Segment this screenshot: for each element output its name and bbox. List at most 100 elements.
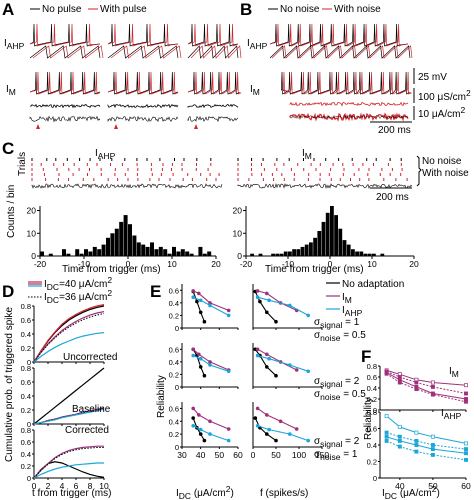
panel-c-left-hist-bar <box>114 228 119 256</box>
panel-c-right-hist-bar <box>250 253 254 256</box>
panel-f-bottom-point <box>464 451 468 456</box>
panel-a-m-trace-red-1 <box>107 71 179 95</box>
panel-e-row3-right-xtick-label: 100 <box>292 450 306 460</box>
panel-e-row2-right-series-1 <box>257 348 297 371</box>
panel-d-baseline-ytick-label: 0.4 <box>21 392 31 401</box>
panel-e-row2-sigma-signal: σsignal = 2 <box>314 376 360 389</box>
panel-d-uncorrected-ytick-label: 0.6 <box>21 316 31 325</box>
panel-c-left-hist-xtick-label: 0 <box>126 259 131 269</box>
panel-d-corrected-xtick-label: 0 <box>32 481 37 491</box>
panel-b-legend-black: No noise <box>280 4 320 15</box>
panel-c-left-hist-bar <box>136 242 141 256</box>
panel-d-corrected-ytick-label: 0 <box>27 474 31 483</box>
panel-c-brace <box>416 155 422 187</box>
panel-c-left-hist-ytick-label: 10 <box>27 228 37 238</box>
panel-e-row1-left-point <box>198 298 203 303</box>
panel-e-row2-left-point <box>198 356 203 361</box>
panel-f-top-point <box>430 384 435 389</box>
panel-e-row3-left-point <box>191 424 195 428</box>
panel-d-uncorrected-ytick-label: 0.2 <box>21 344 31 353</box>
panel-c-right-hist-ytick-label: 20 <box>233 206 243 216</box>
panel-c-right-hist-bar <box>380 253 385 256</box>
panel-f-ylabel: Reliability <box>363 397 374 440</box>
panel-f-bottom-point <box>397 424 402 429</box>
panel-c-right-hist-bar <box>342 240 347 256</box>
panel-f-bottom-point <box>414 438 419 443</box>
panel-f-top-point <box>464 399 468 404</box>
panel-e-row1-right-point <box>255 289 260 293</box>
panel-c-left-hist-bar <box>158 246 163 256</box>
panel-c-left-hist-bar <box>128 224 132 256</box>
panel-d-corrected-series-2 <box>33 462 104 479</box>
panel-c-right-hist-ytick-label: 10 <box>233 228 243 238</box>
panel-b-current-red <box>289 112 409 122</box>
panel-c-left-hist-bar <box>167 253 172 256</box>
panel-c-left-hist-xtick-label: 20 <box>211 259 221 269</box>
panel-c-right-hist-xtick-label: -10 <box>282 259 295 269</box>
panel-e-row2-left-ytick-label: 0.2 <box>169 370 179 379</box>
panel-e-row3-left-point <box>191 416 195 420</box>
panel-b-row1-label: IAHP <box>247 38 268 51</box>
panel-e-row2-left-ytick-label: 0.6 <box>169 345 179 354</box>
panel-c-right-xlabel: Time from trigger (ms) <box>265 264 364 275</box>
panel-d-plots: 00.20.40.60.800.20.40.60.800.20.40.60.80… <box>21 302 109 491</box>
panel-f-bottom-xtick-label: 40 <box>395 481 405 491</box>
panel-e-row1-left-ytick-label: 0 <box>175 324 179 333</box>
panel-e-row3-sigma-signal: σsignal = 2 <box>314 436 360 449</box>
panel-f-bottom-point <box>464 441 468 446</box>
panel-c-right-hist-bar <box>288 251 292 256</box>
panel-e-xlabel-right: f (spikes/s) <box>260 488 308 499</box>
panel-a-current-2 <box>187 115 239 123</box>
panel-e-row1-left-series-1 <box>192 290 229 311</box>
panel-f-top-point <box>414 380 419 385</box>
panel-c-left-hist-bar <box>185 251 190 256</box>
panel-e-row3-right-point <box>265 432 269 436</box>
panel-c-right-hist-bar <box>321 221 326 256</box>
panel-d-uncorrected-series-dotted-2 <box>33 313 105 363</box>
panel-b-scale-time: 200 ms <box>378 125 411 136</box>
panel-c-left-hist-bar <box>79 253 84 256</box>
panel-f-bottom-series-3 <box>386 440 467 461</box>
panel-e-row1-left-point <box>191 295 195 300</box>
panel-a-m-cond-2 <box>187 103 239 109</box>
panel-a-legend-black: No pulse <box>42 4 82 15</box>
panel-e-row3-left-ytick-label: 0.2 <box>169 430 179 439</box>
panel-e-row1-right-point <box>306 313 311 318</box>
panel-e-legend-m: IM <box>342 292 352 305</box>
panel-a-label: A <box>2 0 14 19</box>
panel-c-label: C <box>2 139 14 158</box>
panel-c-right-hist-bar <box>258 253 263 256</box>
panel-d-corrected-series-1 <box>33 445 104 479</box>
panel-e-row3-right-point <box>294 427 299 431</box>
panel-f-bottom-point <box>414 430 419 435</box>
panel-e-row3-left-point <box>208 432 212 436</box>
panel-f-bottom-point <box>430 443 435 447</box>
panel-e-row3-left-series-2 <box>192 425 229 442</box>
panel-c-right-hist-bar <box>363 253 368 256</box>
panel-f-bottom-point <box>464 447 468 452</box>
panel-c-left-hist-bar <box>132 235 137 256</box>
panel-a-ahp-trace-red-1 <box>107 23 179 47</box>
panel-b-ahp-trace-black <box>269 23 409 47</box>
panel-e-row3-left-point <box>226 427 231 431</box>
panel-c-right-hist-bar <box>338 228 343 256</box>
panel-f-bottom-ytick-label: 0.6 <box>367 425 377 434</box>
panel-e-row3-right-point <box>274 438 278 443</box>
panel-d-corrected-ytick-label: 0.2 <box>21 462 31 471</box>
panel-c-left-title: IAHP <box>95 148 116 161</box>
panel-d-baseline-ytick-label: 0.8 <box>21 364 31 373</box>
panel-c-right-raster-stimulus <box>237 182 413 189</box>
panel-b-scale-cond: 100 μS/cm2 <box>418 88 471 103</box>
panel-c-left-hist-xtick-label: -20 <box>34 259 47 269</box>
panel-e-row3-right-series-1 <box>257 407 297 430</box>
panel-e-row3-left-point <box>226 438 231 443</box>
panel-b-m-cond-red <box>289 101 409 107</box>
panel-c-hist-right: -20 -10 0 10 20 0 10 20 <box>233 206 419 269</box>
panel-b-ahp-cond-red <box>271 45 413 59</box>
panel-d-baseline-series-2 <box>33 408 105 425</box>
panel-e-row1-right-point <box>255 295 260 300</box>
panel-e-row3-left-point <box>191 406 195 411</box>
panel-f-bottom-point <box>397 438 402 443</box>
panel-c-right-hist-bar <box>300 246 305 256</box>
panel-a-ahp-cond-red-1 <box>110 45 182 59</box>
